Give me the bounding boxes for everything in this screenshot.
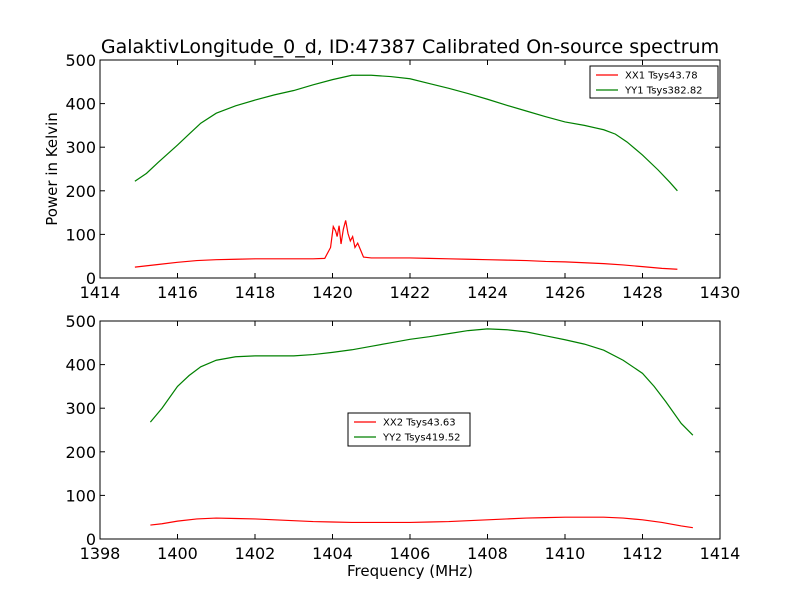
y-tick-label: 0 <box>86 269 96 288</box>
top-spectrum-plot: Power in Kelvin 1414 1416 1418 1420 1422 1424… <box>43 51 740 302</box>
x-tick-label: 1412 <box>622 544 663 563</box>
series-line-yy1 <box>134 74 678 192</box>
x-tick-label: 1404 <box>312 544 353 563</box>
bottom-spectrum-plot: Frequency (MHz) 1398 1400 1402 1404 1406 1408… <box>65 312 740 580</box>
legend-entry-label: XX2 Tsys43.63 <box>383 418 456 429</box>
y-tick-label: 300 <box>65 138 96 157</box>
x-tick-label: 1398 <box>80 544 121 563</box>
y-tick-label: 400 <box>65 95 96 114</box>
y-tick-label: 0 <box>86 530 96 549</box>
x-tick-label: 1414 <box>80 283 121 302</box>
x-tick-label: 1422 <box>390 283 431 302</box>
x-tick-label: 1402 <box>235 544 276 563</box>
y-tick-label: 200 <box>65 182 96 201</box>
legend-box <box>347 412 471 447</box>
x-tick-label: 1414 <box>700 544 741 563</box>
x-tick-label: 1420 <box>312 283 353 302</box>
x-tick-label: 1416 <box>157 283 198 302</box>
x-tick-label: 1406 <box>390 544 431 563</box>
figure-title: GalaktivLongitude_0_d, ID:47387 Calibrat… <box>101 36 719 58</box>
y-tick-label: 100 <box>65 225 96 244</box>
x-tick-label: 1424 <box>467 283 508 302</box>
y-tick-label: 500 <box>65 312 96 331</box>
bottom-plot-x-axis-label: Frequency (MHz) <box>347 562 473 580</box>
x-tick-label: 1426 <box>545 283 586 302</box>
legend-entry-label: YY1 Tsys382.82 <box>624 86 703 97</box>
y-tick-label: 200 <box>65 443 96 462</box>
top-plot-y-axis-label: Power in Kelvin <box>43 112 61 226</box>
y-tick-label: 300 <box>65 399 96 418</box>
legend-box <box>589 65 719 99</box>
legend: XX2 Tsys43.63 YY2 Tsys419.52 <box>347 412 471 447</box>
series-line-yy2 <box>149 328 694 436</box>
x-tick-label: 1430 <box>700 283 741 302</box>
y-tick-label: 400 <box>65 356 96 375</box>
x-tick-label: 1418 <box>235 283 276 302</box>
y-tick-label: 100 <box>65 486 96 505</box>
x-tick-label: 1410 <box>545 544 586 563</box>
x-tick-label: 1428 <box>622 283 663 302</box>
legend-entry-label: YY2 Tsys419.52 <box>382 433 461 444</box>
series-line-xx1 <box>134 220 678 270</box>
x-tick-label: 1400 <box>157 544 198 563</box>
legend: XX1 Tsys43.78 YY1 Tsys382.82 <box>589 65 719 99</box>
y-tick-label: 500 <box>65 51 96 70</box>
series-line-xx2 <box>150 516 693 529</box>
legend-entry-label: XX1 Tsys43.78 <box>625 71 698 82</box>
x-tick-label: 1408 <box>467 544 508 563</box>
